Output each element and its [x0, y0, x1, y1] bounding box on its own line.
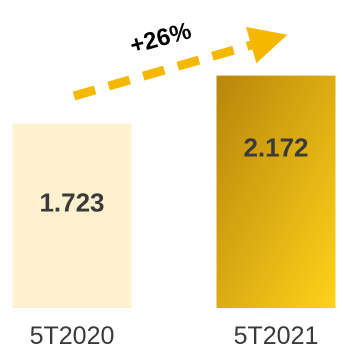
- bar-5t2021: [216, 75, 336, 308]
- growth-label: +26%: [127, 17, 194, 59]
- category-label-5t2021: 5T2021: [234, 322, 319, 350]
- value-label-5t2021: 2.172: [243, 133, 308, 163]
- category-label-5t2020: 5T2020: [30, 322, 115, 350]
- growth-arrow: [72, 26, 288, 101]
- value-label-5t2020: 1.723: [39, 188, 104, 218]
- bar-5t2020: [12, 123, 132, 308]
